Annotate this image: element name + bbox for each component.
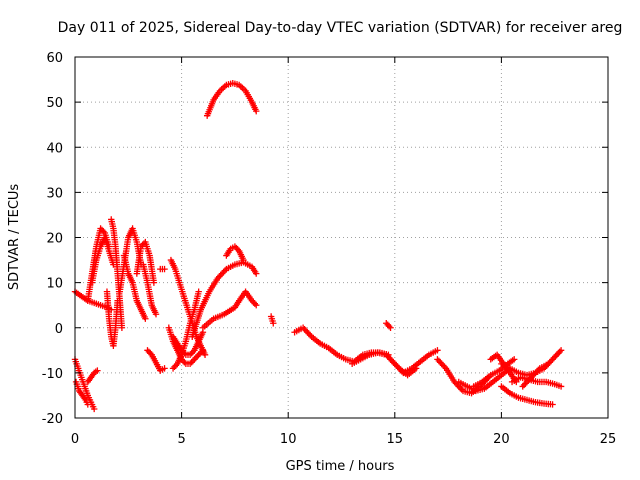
series-arc-21	[223, 243, 247, 264]
data-point	[84, 401, 91, 408]
data-point	[201, 351, 209, 359]
series-arc-31	[498, 383, 556, 408]
data-point	[195, 288, 202, 295]
x-tick-label: 5	[177, 432, 185, 447]
series-arc-27	[387, 356, 420, 379]
series-arc-26	[383, 320, 394, 331]
data-point	[253, 107, 260, 115]
x-tick-labels: 0 5 10 15 20 25	[71, 432, 616, 447]
data-point	[557, 383, 565, 390]
x-tick-label: 0	[71, 432, 79, 447]
data-point	[545, 360, 552, 368]
y-tick-label: 0	[55, 322, 63, 337]
data-point	[152, 311, 160, 318]
y-tick-labels: -20 -10 0 10 20 30 40 50 60	[42, 51, 63, 427]
y-tick-label: -20	[42, 412, 63, 427]
y-tick-label: 30	[46, 186, 63, 201]
data-point	[253, 270, 260, 277]
data-point	[118, 324, 126, 331]
data-point	[90, 405, 98, 413]
y-axis-label: SDTVAR / TECUs	[7, 184, 22, 291]
y-tick-label: 50	[46, 96, 63, 111]
data-points-layer	[71, 79, 565, 413]
data-point	[510, 356, 518, 363]
series-arc-13	[144, 347, 168, 374]
data-point	[557, 347, 565, 354]
data-point	[161, 265, 168, 273]
series-arc-3	[72, 378, 91, 408]
data-point	[142, 315, 149, 322]
tick-marks-layer	[74, 56, 609, 419]
y-tick-label: -10	[42, 367, 63, 382]
x-tick-label: 15	[387, 432, 404, 447]
data-point	[94, 367, 101, 374]
data-point	[161, 365, 168, 372]
data-point	[150, 279, 158, 286]
series-arc-29	[455, 365, 514, 395]
x-tick-label: 25	[600, 432, 617, 447]
x-axis-label: GPS time / hours	[286, 459, 395, 474]
y-tick-label: 40	[46, 141, 63, 156]
series-arc-35	[519, 360, 552, 390]
data-point	[513, 378, 520, 386]
series-arc-34	[487, 351, 520, 386]
series-arc-14	[157, 265, 168, 273]
x-tick-label: 20	[493, 432, 510, 447]
data-point	[270, 320, 277, 327]
data-point	[253, 301, 260, 309]
series-arc-24	[291, 324, 392, 365]
series-arc-19	[189, 259, 260, 340]
series-arc-11	[133, 238, 158, 286]
series-arc-12	[140, 261, 160, 318]
data-point	[434, 347, 441, 354]
y-tick-label: 10	[46, 277, 63, 292]
chart-title: Day 011 of 2025, Sidereal Day-to-day VTE…	[58, 20, 623, 36]
data-point	[240, 256, 247, 264]
x-tick-label: 10	[280, 432, 297, 447]
series-arc-23	[267, 313, 277, 327]
data-point	[387, 324, 394, 331]
series-arc-22	[203, 79, 260, 119]
series-arc-18	[169, 329, 207, 359]
series-arc-10	[120, 252, 149, 322]
series-arc-20	[199, 288, 260, 331]
y-tick-label: 20	[46, 232, 63, 247]
data-point	[549, 401, 556, 408]
series-arc-4	[84, 367, 101, 386]
data-point	[412, 365, 420, 372]
y-tick-label: 60	[46, 51, 63, 66]
